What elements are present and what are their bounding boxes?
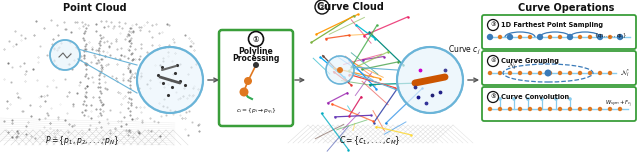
Circle shape bbox=[558, 35, 562, 39]
Circle shape bbox=[568, 71, 572, 75]
Circle shape bbox=[578, 107, 582, 111]
Circle shape bbox=[244, 77, 252, 85]
FancyBboxPatch shape bbox=[482, 87, 636, 121]
Circle shape bbox=[588, 107, 592, 111]
Circle shape bbox=[548, 35, 552, 39]
Circle shape bbox=[568, 107, 572, 111]
Circle shape bbox=[558, 107, 562, 111]
Circle shape bbox=[488, 107, 492, 111]
Circle shape bbox=[548, 71, 552, 75]
Circle shape bbox=[618, 35, 622, 39]
Circle shape bbox=[518, 107, 522, 111]
Circle shape bbox=[545, 69, 552, 77]
Text: Curve Cloud: Curve Cloud bbox=[317, 2, 383, 12]
Circle shape bbox=[537, 34, 543, 40]
Circle shape bbox=[538, 35, 542, 39]
Circle shape bbox=[508, 35, 512, 39]
Text: $W_{sym}+F_{c_j}$: $W_{sym}+F_{c_j}$ bbox=[605, 98, 632, 110]
Text: ③: ③ bbox=[490, 22, 496, 27]
Text: ①: ① bbox=[253, 35, 259, 44]
Circle shape bbox=[253, 62, 259, 68]
Circle shape bbox=[538, 71, 542, 75]
Circle shape bbox=[608, 71, 612, 75]
Text: Curve Operations: Curve Operations bbox=[518, 3, 614, 13]
Text: $C = \{c_1, ..., c_M\}$: $C = \{c_1, ..., c_M\}$ bbox=[339, 134, 401, 147]
FancyBboxPatch shape bbox=[219, 30, 293, 126]
Circle shape bbox=[598, 71, 602, 75]
Circle shape bbox=[548, 107, 552, 111]
Circle shape bbox=[518, 71, 522, 75]
Circle shape bbox=[526, 97, 530, 101]
Circle shape bbox=[239, 88, 248, 97]
Circle shape bbox=[498, 97, 502, 101]
Circle shape bbox=[337, 67, 343, 73]
Circle shape bbox=[512, 97, 516, 101]
Circle shape bbox=[248, 31, 264, 46]
Circle shape bbox=[528, 107, 532, 111]
Circle shape bbox=[315, 0, 329, 14]
Text: Curve Convolution: Curve Convolution bbox=[501, 94, 569, 100]
Circle shape bbox=[498, 71, 502, 75]
Circle shape bbox=[518, 35, 522, 39]
Circle shape bbox=[507, 34, 513, 40]
Circle shape bbox=[618, 107, 622, 111]
Text: Point Cloud: Point Cloud bbox=[63, 3, 127, 13]
Circle shape bbox=[567, 34, 573, 40]
Circle shape bbox=[50, 40, 80, 70]
Circle shape bbox=[488, 91, 499, 102]
Text: ④: ④ bbox=[490, 58, 496, 64]
Circle shape bbox=[540, 97, 544, 101]
Text: $\mathcal{N}_j$: $\mathcal{N}_j$ bbox=[507, 60, 517, 72]
Circle shape bbox=[608, 107, 612, 111]
Circle shape bbox=[568, 97, 572, 101]
Circle shape bbox=[508, 71, 512, 75]
Circle shape bbox=[578, 35, 582, 39]
Circle shape bbox=[326, 56, 354, 84]
Text: $\mathcal{N}_i$: $\mathcal{N}_i$ bbox=[620, 67, 630, 79]
Circle shape bbox=[588, 71, 592, 75]
Circle shape bbox=[137, 47, 203, 113]
Text: ⑤: ⑤ bbox=[490, 95, 496, 100]
Circle shape bbox=[488, 20, 499, 31]
Circle shape bbox=[488, 55, 499, 66]
Circle shape bbox=[558, 71, 562, 75]
Circle shape bbox=[528, 35, 532, 39]
Circle shape bbox=[588, 35, 592, 39]
Circle shape bbox=[508, 107, 512, 111]
Circle shape bbox=[487, 34, 493, 40]
Text: 1D Farthest Point Sampling: 1D Farthest Point Sampling bbox=[501, 22, 603, 28]
Text: $P = \{p_1, p_2, ..., p_N\}$: $P = \{p_1, p_2, ..., p_N\}$ bbox=[45, 134, 119, 147]
Circle shape bbox=[488, 71, 492, 75]
FancyBboxPatch shape bbox=[482, 51, 636, 85]
Circle shape bbox=[554, 97, 558, 101]
Text: $c_i = \{p_i \rightarrow p_{q_i}\}$: $c_i = \{p_i \rightarrow p_{q_i}\}$ bbox=[236, 107, 276, 117]
Text: Curve Grouping: Curve Grouping bbox=[501, 58, 559, 64]
Circle shape bbox=[498, 35, 502, 39]
Text: Processing: Processing bbox=[232, 54, 280, 63]
Circle shape bbox=[528, 71, 532, 75]
Circle shape bbox=[617, 34, 623, 40]
FancyBboxPatch shape bbox=[482, 15, 636, 49]
Circle shape bbox=[498, 107, 502, 111]
Text: Polyline: Polyline bbox=[239, 47, 273, 56]
Circle shape bbox=[488, 35, 492, 39]
Circle shape bbox=[568, 35, 572, 39]
Circle shape bbox=[397, 47, 463, 113]
Text: Curve $c_j$: Curve $c_j$ bbox=[448, 43, 481, 57]
Text: ②: ② bbox=[319, 2, 325, 11]
Circle shape bbox=[598, 107, 602, 111]
Circle shape bbox=[578, 71, 582, 75]
Circle shape bbox=[596, 34, 604, 40]
Circle shape bbox=[538, 107, 542, 111]
Circle shape bbox=[598, 35, 602, 39]
Circle shape bbox=[608, 35, 612, 39]
Text: $\{q_1,...,q_{L_j}\}$: $\{q_1,...,q_{L_j}\}$ bbox=[595, 31, 628, 42]
